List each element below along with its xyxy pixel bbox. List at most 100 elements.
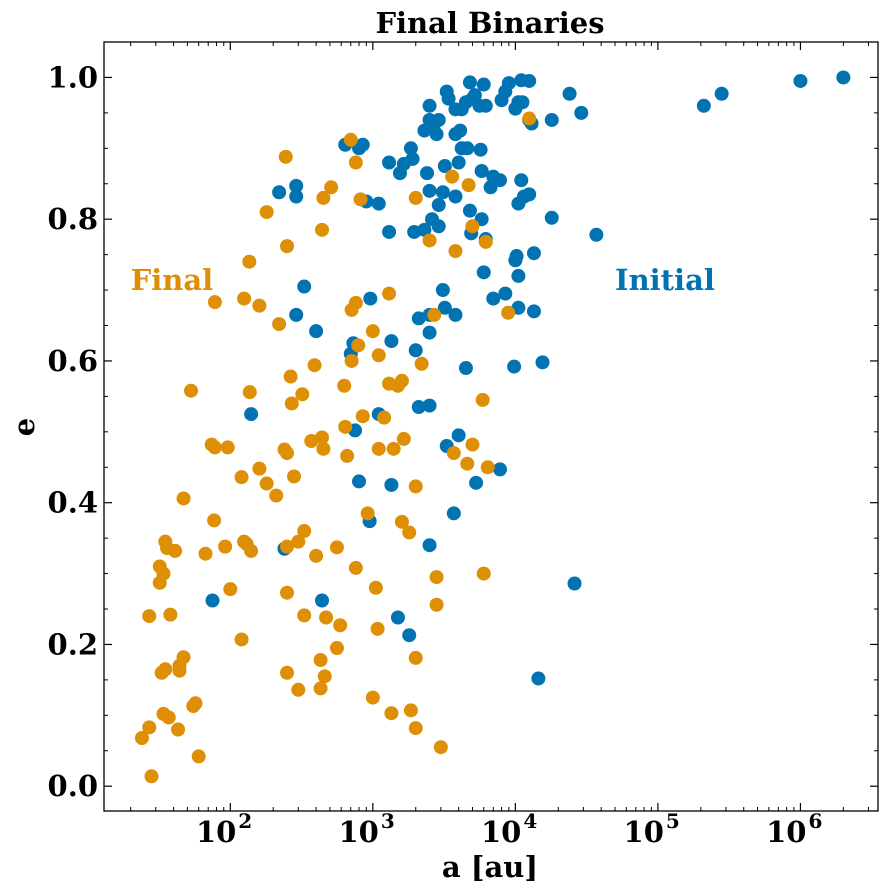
initial-point [522, 187, 537, 202]
final-point [465, 219, 480, 234]
initial-point [567, 576, 582, 591]
y-tick-label: 0.2 [48, 627, 98, 661]
final-point [333, 618, 348, 633]
final-point [348, 155, 363, 170]
final-point [396, 431, 411, 446]
y-tick-label: 0.8 [48, 202, 98, 236]
final-point [242, 254, 257, 269]
initial-point [483, 180, 498, 195]
initial-point [435, 185, 450, 200]
final-point [191, 749, 206, 764]
initial-point [514, 173, 529, 188]
final-point [445, 169, 460, 184]
axis-ticks: 10 2 10 3 10 4 10 5 10 60.00.20.40.60.81.0 [48, 42, 878, 849]
final-point [280, 665, 295, 680]
initial-point [544, 112, 559, 127]
final-point [283, 369, 298, 384]
final-point [237, 291, 252, 306]
final-point [422, 233, 437, 248]
initial-point [476, 77, 491, 92]
final-point [278, 149, 293, 164]
final-point [353, 192, 368, 207]
final-point [337, 378, 352, 393]
final-point [315, 430, 330, 445]
initial-point [474, 163, 489, 178]
final-point [313, 653, 328, 668]
initial-point [289, 307, 304, 322]
final-point [280, 239, 295, 254]
initial-point [352, 474, 367, 489]
initial-point [486, 291, 501, 306]
initial-point [384, 334, 399, 349]
chart-title: Final Binaries [375, 6, 604, 40]
final-point [316, 441, 331, 456]
final-point [465, 437, 480, 452]
final-point [234, 632, 249, 647]
initial-point [431, 219, 446, 234]
initial-point [408, 343, 423, 358]
initial-point [371, 196, 386, 211]
initial-point [522, 73, 537, 88]
initial-point [402, 628, 417, 643]
final-point [244, 543, 259, 558]
initial-point [531, 671, 546, 686]
initial-point [462, 203, 477, 218]
initial-point [526, 246, 541, 261]
initial-point [562, 86, 577, 101]
initial-point [448, 127, 463, 142]
final-point [480, 460, 495, 475]
initial-annotation: Initial [615, 263, 715, 297]
y-tick-label: 0.6 [48, 344, 98, 378]
final-point [218, 539, 233, 554]
final-point [161, 710, 176, 725]
final-point [142, 609, 157, 624]
initial-point [382, 224, 397, 239]
initial-point [289, 189, 304, 204]
initial-point [589, 227, 604, 242]
final-point [360, 506, 375, 521]
initial-point [392, 166, 407, 181]
final-point [297, 608, 312, 623]
final-point [242, 385, 257, 400]
final-point [427, 307, 442, 322]
final-point [394, 373, 409, 388]
final-point [408, 190, 423, 205]
initial-point [469, 475, 484, 490]
final-point [338, 419, 353, 434]
initial-point [544, 210, 559, 225]
initial-point [417, 123, 432, 138]
x-tick-label: 10 [481, 815, 521, 849]
initial-point [431, 198, 446, 213]
initial-point [427, 116, 442, 131]
final-point [475, 392, 490, 407]
initial-point [511, 196, 526, 211]
x-tick-label-exponent: 5 [666, 809, 680, 833]
final-point [207, 440, 222, 455]
final-point [259, 205, 274, 220]
final-point [408, 650, 423, 665]
final-point [152, 575, 167, 590]
initial-point [476, 265, 491, 280]
final-point [394, 514, 409, 529]
initial-point [355, 137, 370, 152]
final-point [344, 353, 359, 368]
final-point [343, 132, 358, 147]
final-point [269, 488, 284, 503]
x-tick-label-exponent: 2 [238, 809, 252, 833]
final-point [154, 665, 169, 680]
final-point [384, 706, 399, 721]
final-point [171, 722, 186, 737]
initial-point [437, 159, 452, 174]
initial-point [696, 98, 711, 113]
initial-point [498, 286, 513, 301]
initial-point [407, 224, 422, 239]
final-point [280, 539, 295, 554]
initial-point [420, 166, 435, 181]
final-point [365, 690, 380, 705]
x-tick-label-exponent: 6 [808, 809, 822, 833]
initial-point [363, 291, 378, 306]
final-point [355, 409, 370, 424]
initial-point [714, 86, 729, 101]
final-point [304, 434, 319, 449]
